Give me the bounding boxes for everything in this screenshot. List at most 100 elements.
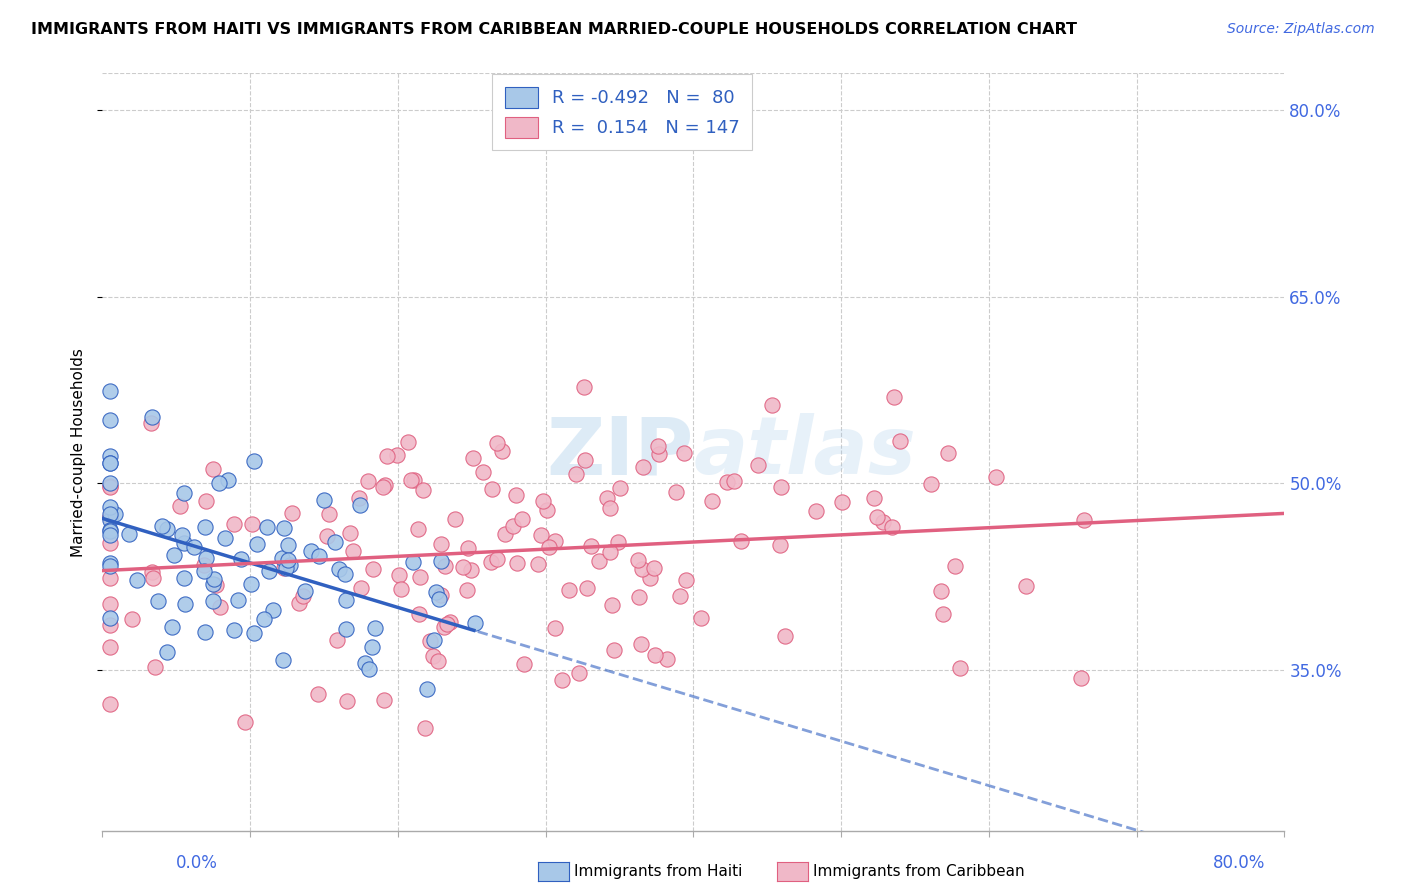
Point: [986, 469, 1008, 483]
Point: [98, 500, 121, 514]
Point: [98, 456, 121, 470]
Point: [647, 439, 669, 453]
Point: [224, 516, 246, 531]
Point: [173, 571, 195, 585]
Point: [373, 692, 395, 706]
Point: [1073, 512, 1095, 526]
Point: [419, 634, 441, 648]
Point: [505, 556, 527, 570]
Point: [245, 536, 267, 550]
Point: [422, 649, 444, 664]
Point: [471, 465, 494, 479]
Point: [350, 581, 373, 595]
Point: [277, 553, 299, 567]
Point: [655, 652, 678, 666]
Point: [568, 666, 591, 681]
Point: [98, 449, 121, 463]
Point: [98, 597, 121, 611]
Point: [544, 534, 567, 549]
Text: atlas: atlas: [693, 413, 917, 491]
Point: [145, 660, 167, 674]
Point: [273, 520, 295, 534]
Point: [361, 640, 384, 655]
Point: [396, 434, 419, 449]
Point: [427, 654, 450, 668]
Point: [596, 491, 619, 505]
Point: [451, 560, 474, 574]
Point: [747, 458, 769, 472]
Point: [702, 493, 724, 508]
Point: [572, 380, 595, 394]
Point: [240, 577, 263, 591]
Point: [364, 621, 387, 635]
Point: [644, 648, 666, 663]
Point: [647, 447, 669, 461]
Point: [689, 611, 711, 625]
Point: [169, 499, 191, 513]
Point: [160, 620, 183, 634]
Point: [943, 559, 966, 574]
Point: [294, 583, 316, 598]
Point: [173, 535, 195, 549]
Point: [202, 576, 225, 591]
Point: [429, 588, 451, 602]
Point: [530, 528, 553, 542]
Point: [307, 687, 329, 701]
Point: [328, 562, 350, 576]
Point: [273, 561, 295, 575]
Point: [439, 615, 461, 629]
Point: [599, 500, 621, 515]
Point: [371, 480, 394, 494]
Point: [464, 616, 486, 631]
Point: [288, 596, 311, 610]
Point: [354, 656, 377, 670]
Point: [194, 625, 217, 640]
Text: Source: ZipAtlas.com: Source: ZipAtlas.com: [1227, 22, 1375, 37]
Point: [205, 578, 228, 592]
Point: [494, 526, 516, 541]
Point: [202, 572, 225, 586]
Point: [479, 555, 502, 569]
Point: [643, 561, 665, 575]
Point: [240, 517, 263, 532]
Point: [98, 475, 121, 490]
Point: [156, 645, 179, 659]
Point: [775, 629, 797, 643]
Point: [425, 585, 447, 599]
Point: [640, 571, 662, 585]
Point: [761, 398, 783, 412]
Point: [408, 607, 430, 622]
Point: [936, 446, 959, 460]
Point: [627, 590, 650, 604]
Point: [505, 488, 527, 502]
Point: [436, 616, 458, 631]
Point: [356, 474, 378, 488]
Point: [98, 556, 121, 570]
Point: [588, 554, 610, 568]
Point: [173, 597, 195, 611]
Point: [444, 512, 467, 526]
Y-axis label: Married-couple Households: Married-couple Households: [72, 348, 86, 557]
Point: [104, 507, 127, 521]
Point: [361, 562, 384, 576]
Point: [292, 589, 315, 603]
Point: [404, 473, 426, 487]
Point: [233, 715, 256, 730]
Point: [333, 566, 356, 581]
Point: [402, 555, 425, 569]
Point: [98, 559, 121, 574]
Point: [603, 643, 626, 657]
Point: [427, 592, 450, 607]
Point: [513, 657, 536, 672]
Point: [544, 621, 567, 635]
Point: [389, 582, 412, 596]
Point: [222, 623, 245, 637]
Point: [214, 531, 236, 545]
Point: [716, 475, 738, 490]
Point: [485, 552, 508, 566]
Point: [98, 508, 121, 522]
Point: [929, 583, 952, 598]
Point: [208, 599, 231, 614]
Text: 0.0%: 0.0%: [176, 855, 218, 872]
Point: [271, 653, 294, 667]
